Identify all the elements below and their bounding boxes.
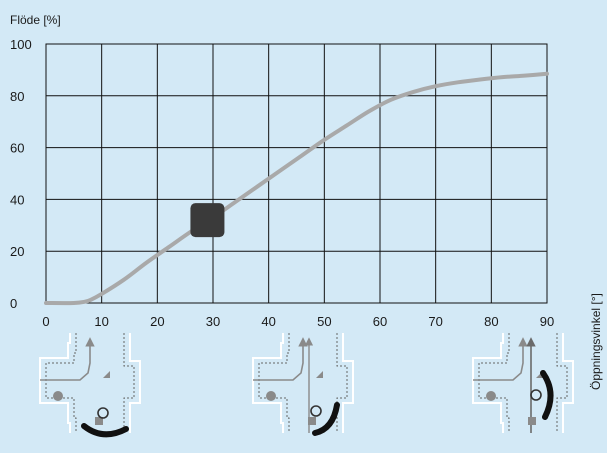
- x-tick-label: 30: [206, 314, 220, 329]
- y-tick-label: 20: [10, 244, 24, 259]
- series-line: [44, 71, 549, 306]
- y-tick-label: 100: [10, 37, 32, 52]
- flow-arrow-in: [40, 337, 95, 381]
- spindle-icon: [97, 407, 109, 419]
- spindle-icon: [530, 389, 542, 401]
- valve-illustration-open: [472, 333, 574, 433]
- flow-arrow-in: [253, 337, 308, 381]
- x-tick-label: 90: [540, 314, 554, 329]
- x-tick-label: 20: [150, 314, 164, 329]
- port-square-icon: [95, 417, 103, 425]
- marker-layer: [190, 203, 225, 238]
- x-tick-label: 40: [261, 314, 275, 329]
- x-axis-title: Öppningsvinkel [°]: [589, 293, 603, 390]
- y-tick-labels: 0 20 40 60 80 100: [10, 37, 32, 311]
- valve-disc: [81, 423, 129, 438]
- flow-arrow-in: [473, 337, 528, 381]
- port-triangle-icon: [316, 371, 323, 378]
- y-tick-label: 80: [10, 89, 24, 104]
- x-tick-label: 80: [484, 314, 498, 329]
- valve-illustration-partial: [252, 333, 354, 436]
- spindle-icon: [310, 405, 322, 417]
- port-triangle-icon: [103, 371, 110, 378]
- y-tick-label: 40: [10, 192, 24, 207]
- grid: [45, 43, 548, 304]
- y-tick-label: 0: [10, 296, 17, 311]
- valve-disc: [540, 370, 554, 420]
- position-marker: [190, 203, 225, 238]
- port-dot-icon: [53, 391, 63, 401]
- port-square-icon: [528, 417, 536, 425]
- port-dot-icon: [266, 391, 276, 401]
- port-dot-icon: [486, 391, 496, 401]
- y-axis-title: Flöde [%]: [10, 13, 61, 27]
- port-square-icon: [308, 417, 316, 425]
- plot-frame: [45, 43, 548, 304]
- x-tick-labels: 0 10 20 30 40 50 60 70 80 90: [42, 314, 554, 329]
- series-layer: [44, 71, 549, 306]
- x-tick-label: 10: [94, 314, 108, 329]
- valve-illustration-closed: [39, 333, 141, 438]
- x-tick-label: 50: [317, 314, 331, 329]
- x-tick-label: 70: [428, 314, 442, 329]
- x-tick-label: 0: [42, 314, 49, 329]
- x-tick-label: 60: [373, 314, 387, 329]
- valve-disc: [312, 402, 340, 436]
- y-tick-label: 60: [10, 141, 24, 156]
